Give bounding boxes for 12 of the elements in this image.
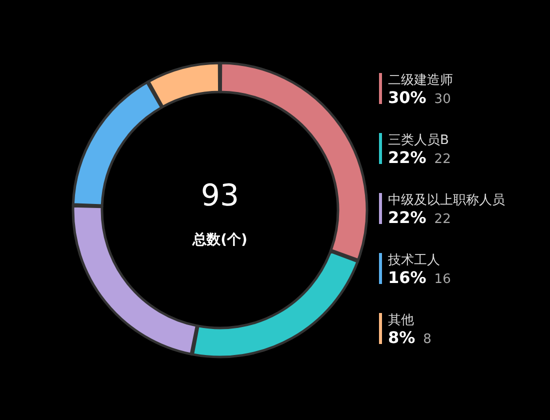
legend-label: 二级建造师 — [388, 73, 453, 88]
legend-label: 中级及以上职称人员 — [388, 193, 505, 208]
data-label: 8% 8 — [388, 328, 432, 347]
legend-label: 三类人员B — [388, 133, 449, 148]
text: 93 — [200, 178, 240, 214]
data-label: 22% 22 — [388, 148, 451, 167]
legend-label: 技术工人 — [387, 253, 440, 268]
data-label: 16% 16 — [388, 268, 451, 287]
text: 总数(个) — [192, 232, 248, 248]
legend-label: 其他 — [388, 313, 414, 328]
data-label: 22% 22 — [388, 208, 451, 227]
data-label: 30% 30 — [388, 88, 451, 107]
